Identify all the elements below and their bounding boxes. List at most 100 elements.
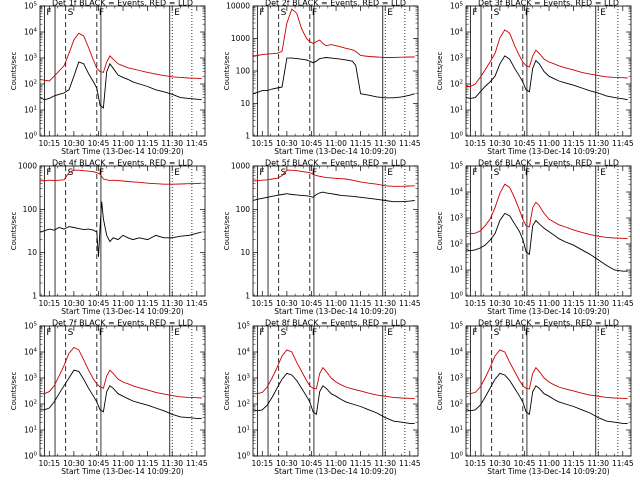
plot-frame bbox=[252, 165, 419, 297]
lld-series-line bbox=[466, 29, 628, 87]
x-tick-label: 11:45 bbox=[612, 139, 634, 148]
phase-marker-label: F bbox=[312, 8, 317, 18]
y-tick-label: 102 bbox=[237, 400, 250, 409]
events-series-line bbox=[253, 191, 415, 203]
y-tick-label: 102 bbox=[450, 80, 463, 89]
y-tick-label: 100 bbox=[450, 452, 464, 461]
x-tick-label: 10:45 bbox=[88, 299, 110, 308]
panel-det-6: Det 6f BLACK = Events, RED = LLD 100 101 10… bbox=[436, 159, 634, 317]
x-tick-label: 11:00 bbox=[538, 459, 560, 468]
events-series-line bbox=[466, 372, 628, 424]
x-tick-label: 11:00 bbox=[112, 299, 134, 308]
panel-title: Det 2f BLACK = Events, RED = LLD bbox=[265, 0, 406, 8]
x-tick-label: 10:45 bbox=[514, 299, 536, 308]
y-tick-label: 102 bbox=[450, 400, 463, 409]
y-tick-label: 103 bbox=[24, 54, 38, 63]
x-tick-label: 10:30 bbox=[276, 459, 298, 468]
panel-det-8: Det 8f BLACK = Events, RED = LLD 100 101 10… bbox=[223, 319, 421, 477]
y-tick-label: 102 bbox=[450, 240, 463, 249]
x-tick-label: 11:15 bbox=[137, 139, 159, 148]
phase-marker-label: F bbox=[46, 328, 51, 338]
panel-det-7: Det 7f BLACK = Events, RED = LLD 100 101 10… bbox=[10, 319, 208, 477]
x-tick-label: 11:00 bbox=[325, 299, 347, 308]
y-tick-label: 105 bbox=[237, 322, 251, 331]
x-tick-label: 11:45 bbox=[399, 299, 421, 308]
phase-marker-label: S bbox=[281, 328, 287, 338]
y-tick-label: 103 bbox=[450, 374, 464, 383]
x-tick-label: 10:45 bbox=[514, 459, 536, 468]
x-tick-label: 10:30 bbox=[63, 139, 85, 148]
x-tick-label: 11:30 bbox=[587, 299, 609, 308]
phase-marker-label: F bbox=[259, 328, 264, 338]
y-axis-label: Counts/sec bbox=[436, 52, 444, 91]
lld-series-line bbox=[40, 346, 202, 399]
x-tick-label: 11:15 bbox=[350, 139, 372, 148]
panel-det-4: Det 4f BLACK = Events, RED = LLD 1 10 100 10… bbox=[10, 159, 208, 317]
phase-marker-label: F bbox=[99, 8, 104, 18]
y-tick-label: 104 bbox=[450, 28, 464, 37]
phase-marker-label: E bbox=[387, 8, 393, 18]
panel-det-2: Det 2f BLACK = Events, RED = LLD 1 10 100 10… bbox=[223, 0, 421, 156]
x-axis-label: Start Time (13-Dec-14 10:09:20) bbox=[61, 307, 183, 316]
y-axis-label: Counts/sec bbox=[10, 212, 18, 251]
x-tick-label: 11:45 bbox=[399, 139, 421, 148]
x-tick-label: 10:30 bbox=[63, 459, 85, 468]
x-tick-label: 11:45 bbox=[186, 299, 208, 308]
y-tick-label: 100 bbox=[450, 292, 464, 301]
phase-marker-label: F bbox=[312, 328, 317, 338]
plot-frame bbox=[252, 5, 419, 137]
panel-title: Det 4f BLACK = Events, RED = LLD bbox=[52, 159, 193, 168]
events-series-line bbox=[466, 55, 628, 101]
x-tick-label: 11:45 bbox=[612, 299, 634, 308]
phase-marker-label: F bbox=[472, 168, 477, 178]
plot-frame bbox=[39, 325, 206, 457]
y-tick-label: 1000 bbox=[231, 34, 250, 43]
phase-marker-label: F bbox=[259, 168, 264, 178]
x-tick-label: 11:30 bbox=[161, 139, 183, 148]
phase-marker-label: E bbox=[600, 328, 606, 338]
phase-marker-label: E bbox=[600, 8, 606, 18]
x-tick-label: 11:15 bbox=[563, 459, 585, 468]
y-axis-label: Counts/sec bbox=[436, 212, 444, 251]
x-axis-label: Start Time (13-Dec-14 10:09:20) bbox=[487, 147, 609, 156]
y-tick-label: 100 bbox=[236, 205, 251, 214]
y-tick-label: 103 bbox=[450, 54, 464, 63]
x-tick-label: 11:30 bbox=[587, 139, 609, 148]
y-tick-label: 101 bbox=[450, 426, 463, 435]
x-tick-label: 11:45 bbox=[186, 139, 208, 148]
y-tick-label: 101 bbox=[450, 106, 463, 115]
y-axis-label: Counts/sec bbox=[10, 52, 18, 91]
x-tick-label: 10:15 bbox=[38, 139, 60, 148]
x-tick-label: 10:15 bbox=[464, 459, 486, 468]
x-tick-label: 10:15 bbox=[251, 459, 273, 468]
y-tick-label: 10000 bbox=[226, 2, 250, 11]
phase-marker-label: F bbox=[46, 168, 51, 178]
events-series-line bbox=[253, 57, 415, 99]
x-axis-label: Start Time (13-Dec-14 10:09:20) bbox=[487, 307, 609, 316]
x-tick-label: 10:45 bbox=[301, 459, 323, 468]
x-tick-label: 11:30 bbox=[374, 459, 396, 468]
y-tick-label: 10 bbox=[27, 248, 37, 257]
events-series-line bbox=[40, 201, 202, 257]
phase-marker-label: F bbox=[525, 168, 530, 178]
phase-marker-label: F bbox=[525, 8, 530, 18]
y-tick-label: 103 bbox=[237, 374, 251, 383]
panel-title: Det 3f BLACK = Events, RED = LLD bbox=[478, 0, 619, 8]
x-tick-label: 11:00 bbox=[325, 139, 347, 148]
y-tick-label: 101 bbox=[24, 426, 37, 435]
y-tick-label: 101 bbox=[24, 106, 37, 115]
x-tick-label: 11:15 bbox=[137, 459, 159, 468]
y-tick-label: 1 bbox=[245, 132, 250, 141]
phase-marker-label: F bbox=[259, 8, 264, 18]
lld-series-line bbox=[466, 349, 628, 400]
phase-marker-label: F bbox=[46, 8, 51, 18]
x-tick-label: 10:45 bbox=[301, 299, 323, 308]
x-tick-label: 11:00 bbox=[538, 299, 560, 308]
y-axis-label: Counts/sec bbox=[436, 372, 444, 411]
plot-frame bbox=[465, 5, 632, 137]
y-axis-label: Counts/sec bbox=[10, 372, 18, 411]
y-tick-label: 104 bbox=[450, 348, 464, 357]
y-tick-label: 100 bbox=[236, 67, 251, 76]
events-series-line bbox=[40, 61, 202, 109]
lld-series-line bbox=[253, 169, 415, 187]
